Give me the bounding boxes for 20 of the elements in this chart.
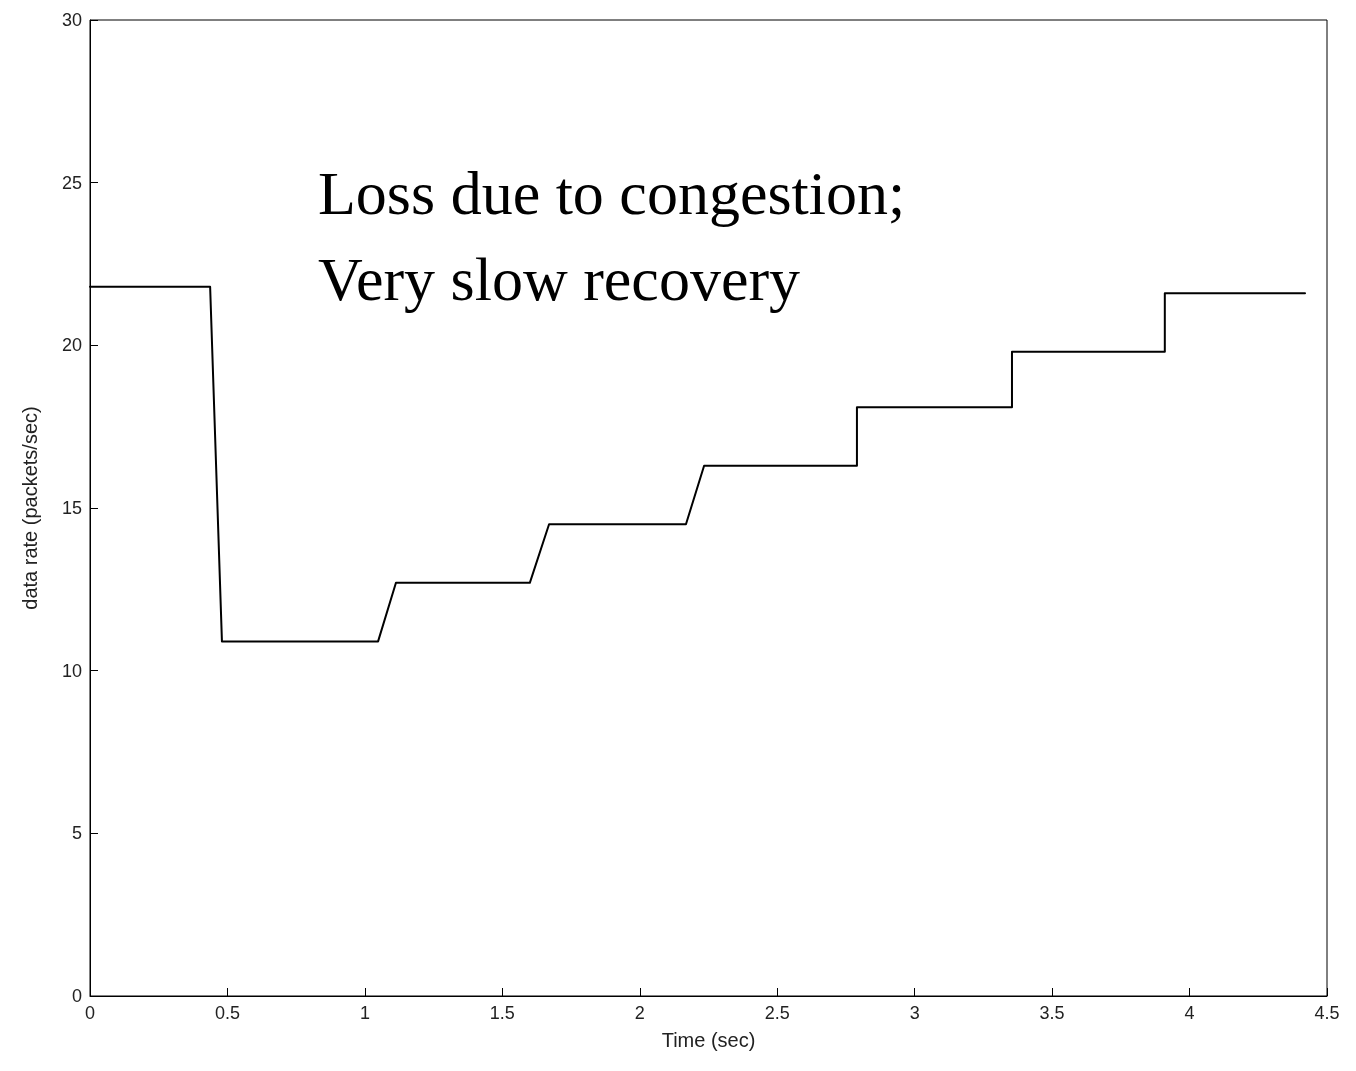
x-tick-label: 4 — [1184, 1003, 1195, 1023]
x-axis-title: Time (sec) — [661, 1029, 756, 1051]
y-tick-label: 0 — [71, 986, 82, 1006]
x-tick-label: 2.5 — [764, 1003, 790, 1023]
y-tick-label: 15 — [61, 498, 82, 518]
x-tick-label: 3 — [909, 1003, 920, 1023]
annotation: Loss due to congestion; Very slow recovery — [318, 159, 906, 313]
x-tick-label: 4.5 — [1314, 1003, 1340, 1023]
y-tick-label: 5 — [71, 823, 82, 844]
x-tick-label: 1.5 — [489, 1003, 515, 1023]
y-tick-label: 10 — [61, 660, 82, 681]
x-tick-label: 3.5 — [1039, 1003, 1065, 1023]
x-tick-label: 0.5 — [214, 1003, 240, 1023]
x-tick-label: 0 — [84, 1003, 96, 1023]
x-tick-label: 1 — [359, 1003, 370, 1023]
y-tick-label: 20 — [61, 335, 82, 356]
y-tick-label: 25 — [61, 172, 82, 193]
x-tick-label: 2 — [634, 1003, 645, 1023]
y-tick-label: 30 — [61, 10, 82, 30]
y-axis-title: data rate (packets/sec) — [19, 406, 41, 610]
